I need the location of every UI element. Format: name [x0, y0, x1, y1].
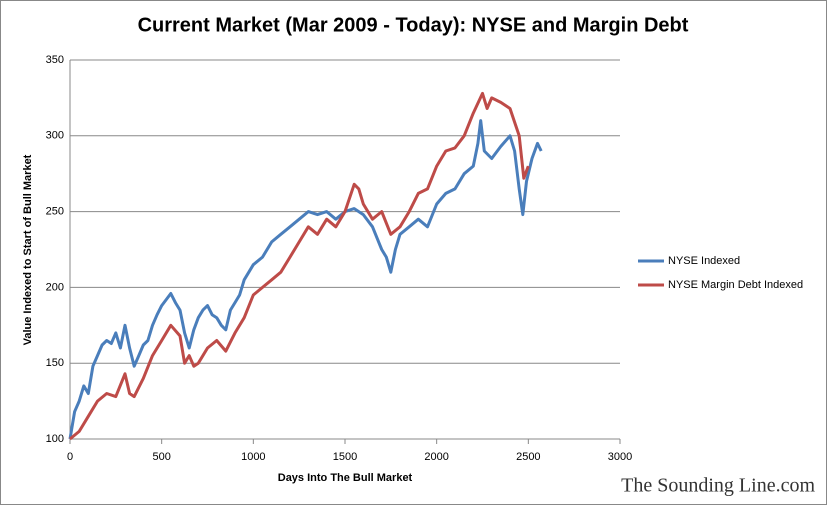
x-axis-label: Days Into The Bull Market [278, 472, 413, 484]
chart-title: Current Market (Mar 2009 - Today): NYSE … [138, 14, 689, 36]
x-tick-label: 2000 [424, 451, 448, 463]
legend-label: NYSE Indexed [668, 255, 740, 267]
x-tick-label: 500 [152, 451, 170, 463]
y-tick-label: 350 [46, 54, 64, 66]
watermark: The Sounding Line.com [621, 475, 815, 497]
y-tick-label: 100 [46, 433, 64, 445]
y-tick-label: 300 [46, 130, 64, 142]
y-tick-label: 200 [46, 281, 64, 293]
x-tick-label: 1000 [241, 451, 265, 463]
y-tick-label: 250 [46, 206, 64, 218]
x-tick-label: 3000 [608, 451, 632, 463]
x-tick-label: 2500 [516, 451, 540, 463]
series-line [69, 91, 530, 441]
x-tick-label: 1500 [333, 451, 357, 463]
y-tick-label: 150 [46, 357, 64, 369]
series-line [68, 119, 543, 440]
x-tick-label: 0 [67, 451, 73, 463]
legend-label: NYSE Margin Debt Indexed [668, 279, 803, 291]
y-axis-label: Value Indexed to Start of Bull Market [22, 154, 34, 345]
